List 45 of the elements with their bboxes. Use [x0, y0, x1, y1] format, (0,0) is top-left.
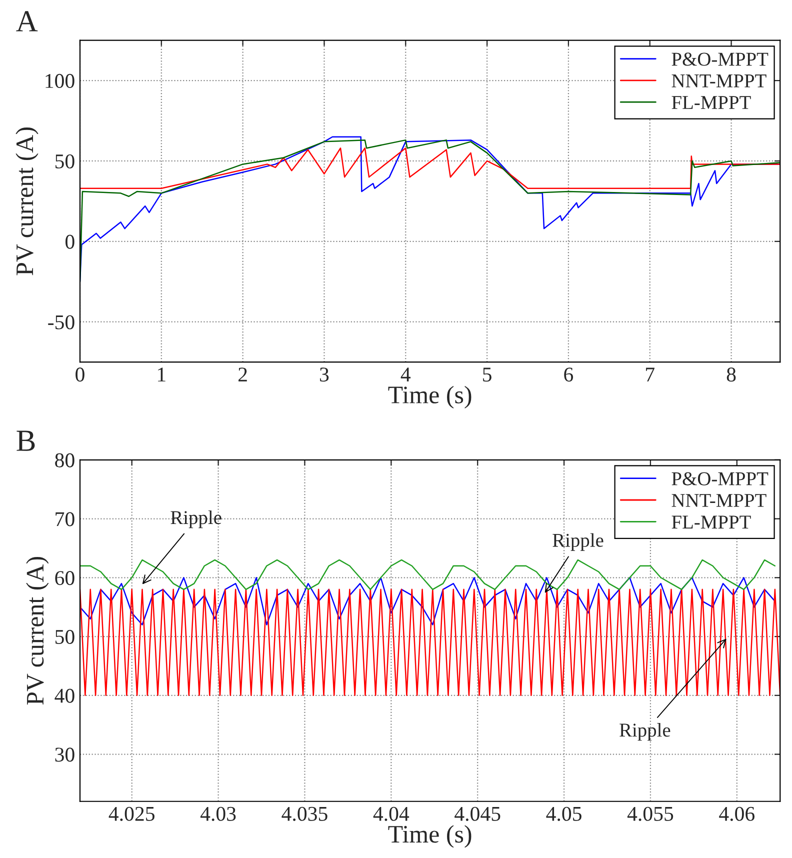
x-tick-label: 3	[320, 368, 329, 382]
line-series	[80, 147, 780, 189]
y-axis-title: PV current (A)	[16, 128, 38, 276]
x-tick-label: 4.055	[627, 806, 674, 821]
x-tick-label: 4.045	[454, 806, 500, 821]
legend-label: FL-MPPT	[672, 516, 751, 528]
x-tick-label: 2	[238, 368, 247, 382]
line-series	[80, 577, 776, 626]
x-tick-label: 4.06	[719, 806, 755, 821]
x-tick-label: 4.03	[200, 806, 236, 821]
chart-title: A	[16, 11, 38, 32]
y-tick-label: 50	[56, 154, 74, 168]
x-tick-label: 7	[646, 368, 654, 382]
y-tick-label: 60	[55, 571, 74, 586]
x-tick-label: 4.025	[108, 806, 154, 821]
y-axis-title: PV current (A)	[26, 556, 49, 705]
legend-label: NNT-MPPT	[672, 494, 766, 507]
x-tick-label: 4.04	[373, 806, 410, 821]
x-tick-label: 4.05	[546, 806, 582, 821]
legend-label: P&O-MPPT	[672, 472, 768, 486]
x-axis-title: Time (s)	[388, 386, 472, 408]
x-tick-label: 4	[400, 368, 411, 382]
x-tick-label: 8	[726, 368, 736, 382]
y-tick-label: 100	[46, 74, 74, 88]
y-tick-label: 30	[55, 748, 74, 762]
legend-label: FL-MPPT	[672, 96, 751, 109]
legend-label: NNT-MPPT	[672, 74, 766, 88]
annotation: Ripple	[170, 510, 222, 528]
x-axis-title: Time (s)	[388, 825, 472, 848]
y-tick-label: 70	[56, 512, 74, 526]
x-tick-label: 1	[158, 368, 166, 382]
y-tick-label: 50	[56, 630, 74, 644]
y-tick-label: -50	[48, 315, 74, 330]
x-tick-label: 4.035	[282, 806, 328, 821]
y-tick-label: 80	[55, 453, 74, 468]
y-tick-label: 0	[66, 234, 74, 249]
y-tick-label: 40	[54, 688, 74, 703]
x-tick-label: 5	[483, 368, 492, 382]
annotation: Ripple	[552, 533, 604, 551]
chart-title: B	[16, 430, 35, 451]
x-tick-label: 6	[564, 368, 574, 382]
x-tick-label: 0	[76, 368, 84, 382]
annotation: Ripple	[620, 723, 670, 741]
line-series	[80, 559, 776, 590]
legend-label: P&O-MPPT	[672, 52, 768, 66]
